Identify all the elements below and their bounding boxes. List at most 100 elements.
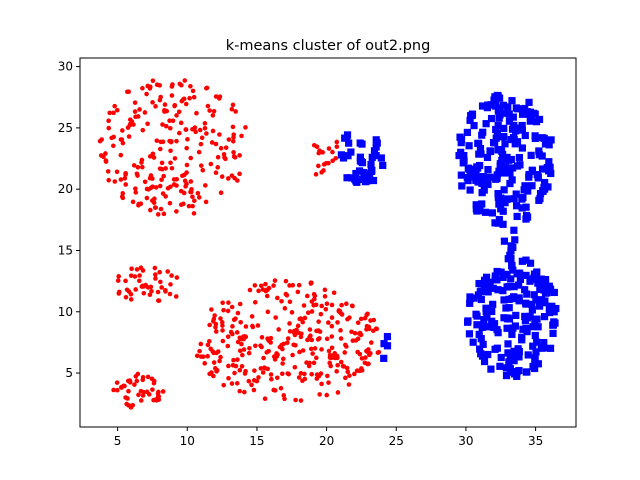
data-point-square	[546, 344, 555, 352]
data-point-circle	[247, 287, 253, 293]
data-point-square	[480, 357, 489, 366]
data-point-square	[476, 207, 484, 215]
data-point-circle	[253, 343, 258, 349]
data-point-circle	[188, 189, 194, 195]
data-point-circle	[231, 357, 236, 363]
data-point-square	[478, 352, 487, 360]
data-point-circle	[144, 195, 150, 201]
data-point-circle	[336, 308, 342, 313]
data-point-circle	[153, 205, 158, 210]
data-point-circle	[281, 341, 287, 347]
data-point-square	[499, 287, 507, 295]
data-point-square	[505, 117, 514, 125]
data-point-circle	[371, 328, 376, 334]
data-point-circle	[219, 320, 225, 325]
data-point-circle	[349, 329, 354, 335]
data-point-square	[499, 220, 507, 228]
data-point-circle	[98, 153, 104, 158]
data-point-square	[455, 151, 463, 160]
data-point-square	[513, 212, 521, 221]
data-point-circle	[300, 319, 306, 325]
data-point-square	[518, 126, 526, 134]
y-axis: 5 10 15 20 25 30	[58, 60, 80, 380]
data-point-square	[521, 131, 529, 140]
data-point-circle	[134, 267, 140, 272]
data-point-circle	[148, 173, 154, 178]
data-point-circle	[314, 328, 319, 334]
data-point-circle	[330, 149, 335, 155]
data-point-square	[541, 297, 549, 305]
data-point-circle	[160, 389, 166, 394]
data-point-circle	[302, 315, 308, 321]
data-point-square	[483, 313, 491, 321]
data-point-square	[478, 189, 486, 197]
data-point-circle	[251, 387, 257, 393]
data-point-circle	[215, 154, 221, 160]
data-point-circle	[241, 336, 246, 342]
x-tick-label: 5	[114, 434, 122, 448]
data-point-square	[526, 312, 534, 321]
data-point-square	[495, 114, 503, 122]
data-point-square	[510, 293, 518, 301]
data-point-circle	[334, 144, 340, 149]
data-point-circle	[220, 338, 226, 344]
data-point-square	[533, 338, 541, 346]
data-point-square	[532, 296, 540, 304]
data-point-circle	[151, 200, 157, 206]
data-point-circle	[226, 363, 231, 369]
data-point-circle	[365, 311, 370, 317]
data-point-square	[518, 195, 526, 203]
data-point-circle	[128, 403, 133, 409]
data-point-circle	[190, 194, 195, 200]
data-point-circle	[128, 297, 134, 302]
data-point-circle	[280, 356, 286, 362]
data-point-circle	[296, 375, 302, 380]
data-point-square	[550, 318, 558, 326]
data-point-circle	[302, 371, 307, 377]
data-point-circle	[179, 82, 184, 88]
data-point-circle	[355, 349, 360, 355]
data-point-circle	[343, 375, 348, 381]
data-point-square	[484, 288, 492, 296]
data-point-circle	[119, 194, 125, 199]
data-point-circle	[226, 137, 232, 142]
data-point-square	[352, 169, 360, 178]
data-point-square	[508, 261, 516, 269]
data-point-square	[475, 279, 483, 288]
data-point-square	[492, 101, 500, 109]
data-point-circle	[122, 176, 128, 181]
data-point-square	[511, 348, 519, 357]
data-point-circle	[308, 346, 314, 352]
data-point-circle	[345, 316, 350, 322]
y-tick-label: 20	[58, 182, 73, 196]
data-point-square	[521, 312, 529, 320]
data-point-circle	[297, 349, 302, 355]
data-point-square	[522, 299, 530, 307]
data-point-circle	[126, 388, 131, 394]
data-point-square	[516, 161, 524, 169]
data-point-square	[522, 203, 530, 211]
data-point-square	[505, 315, 514, 323]
data-point-circle	[259, 335, 265, 340]
data-point-circle	[326, 348, 332, 354]
data-point-square	[372, 143, 380, 151]
data-point-circle	[239, 341, 244, 347]
data-point-circle	[311, 303, 316, 308]
data-point-square	[512, 127, 520, 135]
data-point-circle	[230, 124, 236, 130]
data-point-square	[486, 173, 494, 181]
data-point-circle	[344, 301, 349, 307]
data-point-circle	[335, 320, 340, 325]
data-point-square	[496, 94, 504, 102]
data-point-circle	[300, 378, 305, 384]
data-point-square	[504, 340, 512, 348]
data-point-circle	[192, 125, 198, 130]
data-point-circle	[295, 289, 301, 295]
data-point-circle	[260, 287, 266, 292]
data-point-circle	[123, 182, 129, 187]
data-point-square	[536, 302, 544, 310]
data-point-circle	[316, 373, 322, 379]
data-point-circle	[163, 123, 169, 129]
data-point-circle	[150, 387, 155, 392]
